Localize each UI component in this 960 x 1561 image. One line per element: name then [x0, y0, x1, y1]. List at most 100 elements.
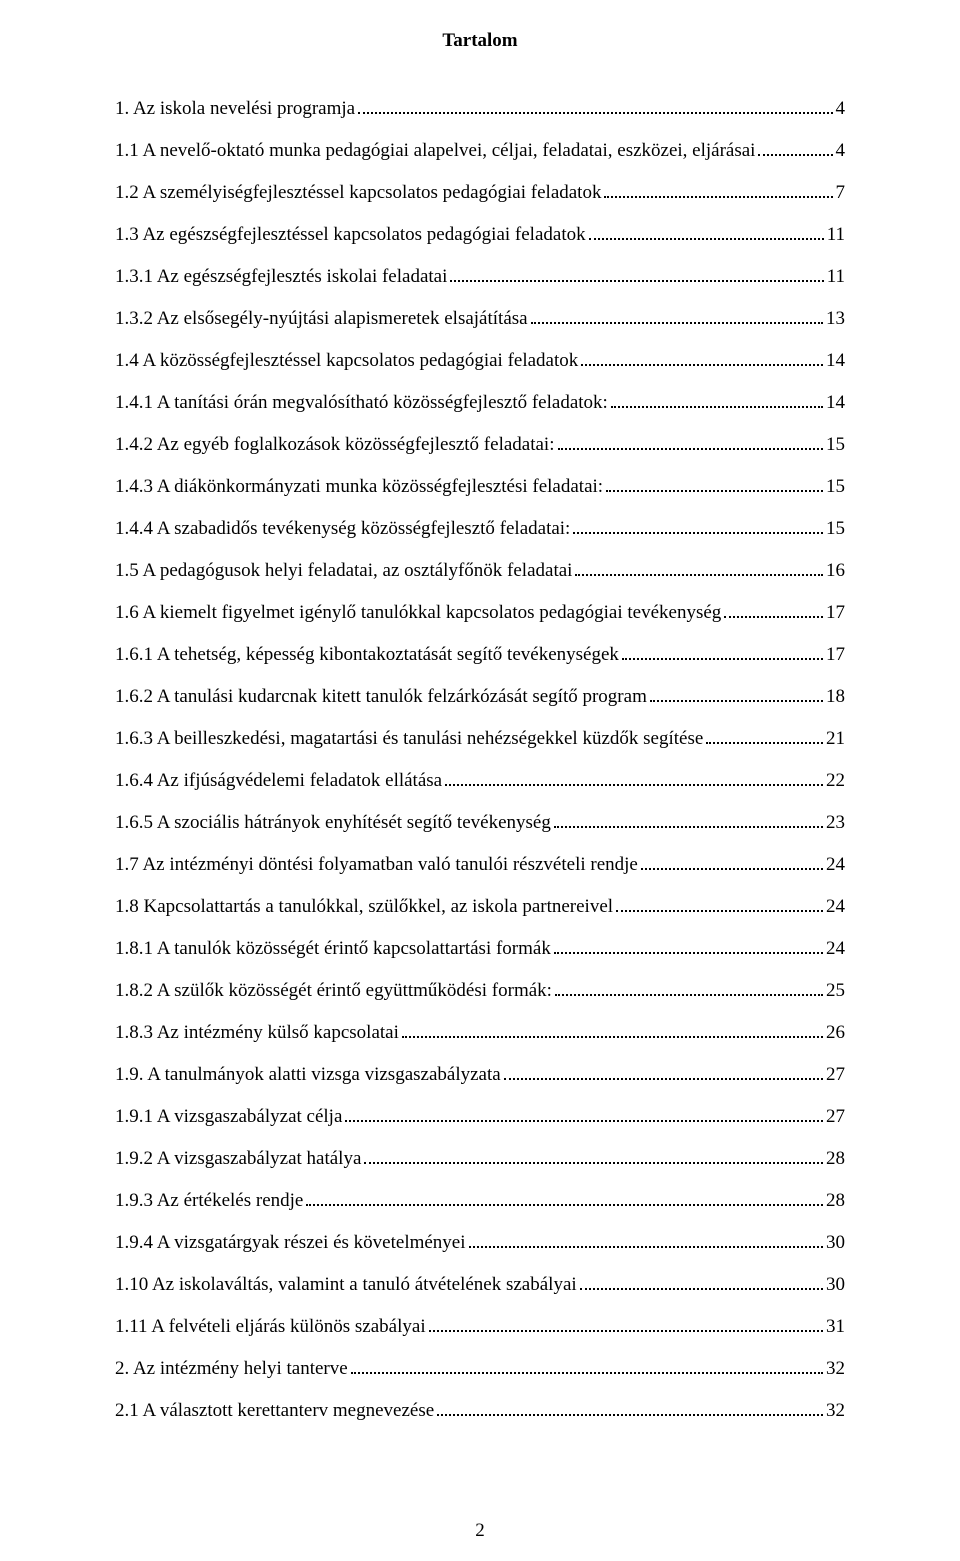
toc-entry-text: 1.8.1 A tanulók közösségét érintő kapcso… — [115, 938, 551, 961]
toc-entry-page: 30 — [826, 1232, 845, 1255]
document-page: Tartalom 1. Az iskola nevelési programja… — [0, 0, 960, 1561]
toc-leader-dots — [758, 139, 832, 156]
toc-entry: 1.6.2 A tanulási kudarcnak kitett tanuló… — [115, 685, 845, 709]
toc-leader-dots — [429, 1314, 823, 1331]
toc-leader-dots — [531, 307, 823, 324]
toc-entry: 1.4.4 A szabadidős tevékenység közösségf… — [115, 517, 845, 541]
toc-entry: 1.6.4 Az ifjúságvédelemi feladatok ellát… — [115, 769, 845, 793]
toc-entry-text: 1.10 Az iskolaváltás, valamint a tanuló … — [115, 1274, 577, 1297]
toc-leader-dots — [604, 181, 832, 198]
toc-entry-text: 1.4.4 A szabadidős tevékenység közösségf… — [115, 518, 570, 541]
toc-entry-text: 1.7 Az intézményi döntési folyamatban va… — [115, 854, 638, 877]
toc-leader-dots — [450, 265, 823, 282]
toc-entry: 1.6.3 A beilleszkedési, magatartási és t… — [115, 727, 845, 751]
toc-entry-page: 4 — [836, 98, 846, 121]
toc-entry: 1.3.1 Az egészségfejlesztés iskolai fela… — [115, 265, 845, 289]
toc-entry: 1.9.3 Az értékelés rendje 28 — [115, 1188, 845, 1212]
toc-entry-page: 23 — [826, 812, 845, 835]
toc-leader-dots — [504, 1062, 823, 1079]
toc-entry: 1.1 A nevelő-oktató munka pedagógiai ala… — [115, 139, 845, 163]
toc-entry: 1.8.2 A szülők közösségét érintő együttm… — [115, 978, 845, 1002]
toc-entry: 1.3.2 Az elsősegély-nyújtási alapismeret… — [115, 307, 845, 331]
toc-entry-page: 22 — [826, 770, 845, 793]
toc-entry-text: 1.6.4 Az ifjúságvédelemi feladatok ellát… — [115, 770, 442, 793]
toc-entry-page: 15 — [826, 518, 845, 541]
toc-entry: 1. Az iskola nevelési programja 4 — [115, 97, 845, 121]
toc-leader-dots — [558, 433, 824, 450]
toc-entry-text: 1.3.1 Az egészségfejlesztés iskolai fela… — [115, 266, 447, 289]
toc-entry: 1.2 A személyiségfejlesztéssel kapcsolat… — [115, 181, 845, 205]
toc-entry-page: 24 — [826, 938, 845, 961]
toc-entry-page: 26 — [826, 1022, 845, 1045]
toc-leader-dots — [469, 1230, 823, 1247]
toc-entry-text: 2.1 A választott kerettanterv megnevezés… — [115, 1400, 434, 1423]
toc-entry: 1.6.5 A szociális hátrányok enyhítését s… — [115, 811, 845, 835]
toc-entry-page: 30 — [826, 1274, 845, 1297]
toc-entry-page: 11 — [827, 266, 845, 289]
toc-leader-dots — [606, 475, 823, 492]
toc-entry: 1.8.1 A tanulók közösségét érintő kapcso… — [115, 936, 845, 960]
toc-entry-text: 1.4.1 A tanítási órán megvalósítható köz… — [115, 392, 608, 415]
toc-leader-dots — [306, 1188, 823, 1205]
toc-leader-dots — [345, 1104, 823, 1121]
toc-entry-text: 1.9.1 A vizsgaszabályzat célja — [115, 1106, 342, 1129]
toc-entry-text: 1.8.3 Az intézmény külső kapcsolatai — [115, 1022, 399, 1045]
toc-entry: 1.9. A tanulmányok alatti vizsga vizsgas… — [115, 1062, 845, 1086]
toc-leader-dots — [650, 685, 823, 702]
toc-entry-text: 1.11 A felvételi eljárás különös szabály… — [115, 1316, 426, 1339]
toc-entry: 1.9.4 A vizsgatárgyak részei és követelm… — [115, 1230, 845, 1254]
toc-entry-text: 1.6.5 A szociális hátrányok enyhítését s… — [115, 812, 551, 835]
toc-entry-text: 1.3.2 Az elsősegély-nyújtási alapismeret… — [115, 308, 528, 331]
toc-entry: 1.7 Az intézményi döntési folyamatban va… — [115, 853, 845, 877]
toc-entry-page: 27 — [826, 1106, 845, 1129]
toc-leader-dots — [554, 936, 823, 953]
toc-leader-dots — [402, 1020, 823, 1037]
toc-entry-text: 1.5 A pedagógusok helyi feladatai, az os… — [115, 560, 572, 583]
toc-entry: 1.6.1 A tehetség, képesség kibontakoztat… — [115, 643, 845, 667]
toc-entry: 2.1 A választott kerettanterv megnevezés… — [115, 1398, 845, 1422]
toc-leader-dots — [706, 727, 823, 744]
toc-entry: 1.11 A felvételi eljárás különös szabály… — [115, 1314, 845, 1338]
page-number: 2 — [0, 1520, 960, 1543]
toc-entry-text: 1.9.4 A vizsgatárgyak részei és követelm… — [115, 1232, 466, 1255]
toc-entry-text: 1.9.2 A vizsgaszabályzat hatálya — [115, 1148, 361, 1171]
toc-entry-text: 1.9.3 Az értékelés rendje — [115, 1190, 303, 1213]
toc-entry-page: 28 — [826, 1190, 845, 1213]
toc-entry-text: 2. Az intézmény helyi tanterve — [115, 1358, 348, 1381]
toc-leader-dots — [580, 1272, 823, 1289]
toc-leader-dots — [351, 1356, 823, 1373]
toc-entry-page: 7 — [836, 182, 846, 205]
toc-entry: 1.3 Az egészségfejlesztéssel kapcsolatos… — [115, 223, 845, 247]
toc-leader-dots — [641, 853, 823, 870]
toc-entry-text: 1.6.3 A beilleszkedési, magatartási és t… — [115, 728, 703, 751]
toc-leader-dots — [555, 978, 823, 995]
toc-leader-dots — [611, 391, 823, 408]
toc-entry: 1.10 Az iskolaváltás, valamint a tanuló … — [115, 1272, 845, 1296]
toc-leader-dots — [581, 349, 823, 366]
toc-entry: 2. Az intézmény helyi tanterve 32 — [115, 1356, 845, 1380]
toc-entry-text: 1.4.3 A diákönkormányzati munka közösség… — [115, 476, 603, 499]
toc-entry-page: 21 — [826, 728, 845, 751]
toc-entry-text: 1.6 A kiemelt figyelmet igénylő tanulókk… — [115, 602, 721, 625]
toc-entry-text: 1.2 A személyiségfejlesztéssel kapcsolat… — [115, 182, 601, 205]
toc-entry-page: 15 — [826, 476, 845, 499]
page-title: Tartalom — [115, 30, 845, 53]
toc-entry-text: 1.3 Az egészségfejlesztéssel kapcsolatos… — [115, 224, 586, 247]
toc-entry-page: 32 — [826, 1358, 845, 1381]
toc-entry: 1.4 A közösségfejlesztéssel kapcsolatos … — [115, 349, 845, 373]
toc-leader-dots — [437, 1398, 823, 1415]
toc-entry-text: 1. Az iskola nevelési programja — [115, 98, 355, 121]
toc-entry-page: 15 — [826, 434, 845, 457]
toc-entry-text: 1.9. A tanulmányok alatti vizsga vizsgas… — [115, 1064, 501, 1087]
toc-entry-text: 1.4.2 Az egyéb foglalkozások közösségfej… — [115, 434, 555, 457]
toc-entry-page: 4 — [836, 140, 846, 163]
toc-entry-page: 13 — [826, 308, 845, 331]
table-of-contents: 1. Az iskola nevelési programja41.1 A ne… — [115, 97, 845, 1423]
toc-entry-page: 24 — [826, 896, 845, 919]
toc-entry-page: 14 — [826, 392, 845, 415]
toc-leader-dots — [445, 769, 823, 786]
toc-leader-dots — [358, 97, 832, 114]
toc-entry-text: 1.8.2 A szülők közösségét érintő együttm… — [115, 980, 552, 1003]
toc-entry-text: 1.8 Kapcsolattartás a tanulókkal, szülők… — [115, 896, 613, 919]
toc-entry-page: 27 — [826, 1064, 845, 1087]
